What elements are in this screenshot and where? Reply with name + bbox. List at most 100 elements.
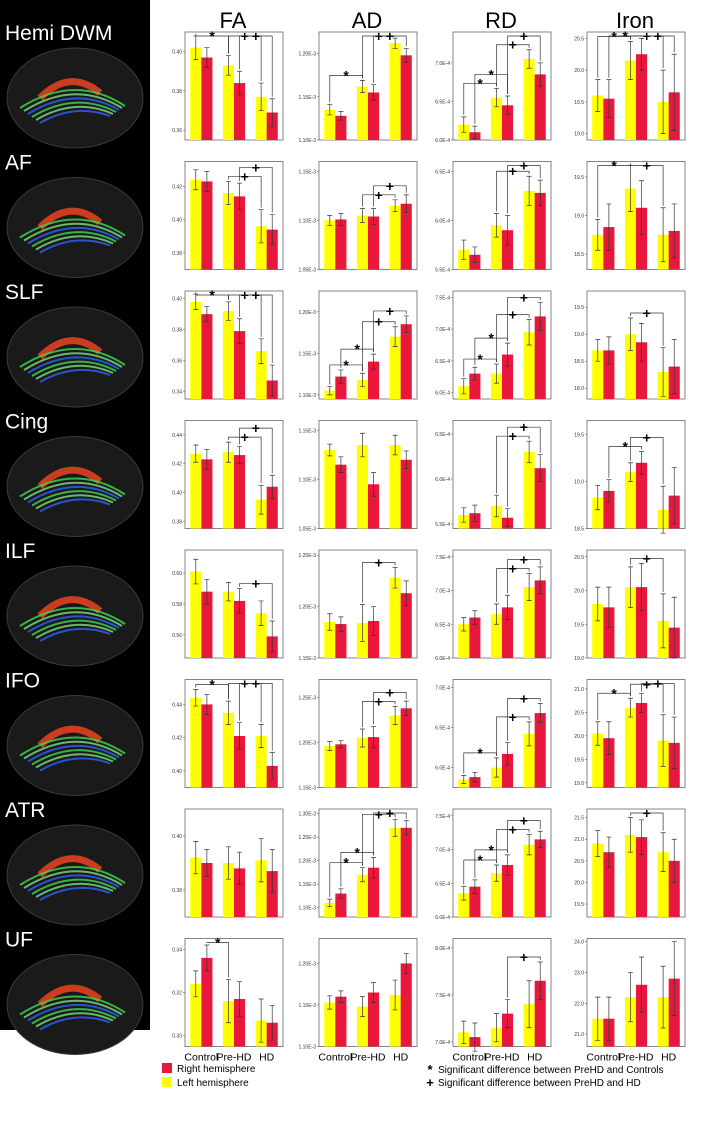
error-bar — [237, 588, 243, 614]
error-bar — [403, 820, 409, 836]
bar — [624, 334, 636, 399]
tract-fibers — [39, 239, 111, 254]
significance-bracket — [507, 820, 541, 853]
bar — [458, 624, 470, 658]
significance-mark: * — [488, 66, 494, 82]
bar — [266, 871, 278, 917]
error-bar — [537, 454, 543, 483]
y-tick-label: 20.0 — [574, 589, 584, 595]
error-bar — [606, 336, 612, 365]
error-bar — [269, 849, 275, 894]
bar — [624, 834, 636, 917]
error-bar — [493, 213, 499, 238]
bar — [490, 873, 502, 917]
tract-fibers — [19, 607, 126, 627]
column-title: AD — [352, 8, 383, 33]
error-bar — [371, 857, 377, 879]
y-tick-label: 18.5 — [574, 252, 584, 258]
error-bar — [537, 566, 543, 595]
tract-fibers — [23, 999, 123, 1019]
significance-mark: + — [252, 676, 260, 692]
tract-fibers — [19, 995, 126, 1016]
error-bar — [204, 849, 210, 877]
error-bar — [461, 378, 467, 395]
error-bar — [193, 841, 199, 875]
tract-fibers — [27, 744, 120, 763]
error-bar — [204, 171, 210, 192]
error-bar — [537, 703, 543, 724]
bar — [534, 580, 546, 658]
error-bar — [505, 742, 511, 766]
bar — [636, 207, 648, 270]
error-bar — [505, 999, 511, 1029]
error-bar — [606, 721, 612, 755]
y-tick-label: 1.25E-3 — [298, 696, 316, 702]
y-tick-label: 0.42 — [172, 736, 182, 742]
bar — [368, 361, 380, 399]
bar — [356, 1006, 368, 1047]
error-bar — [359, 867, 365, 883]
bar — [523, 332, 535, 399]
error-bar — [269, 1005, 275, 1041]
significance-bracket — [239, 294, 273, 364]
y-tick-label: 1.20E-3 — [298, 741, 316, 747]
error-bar — [595, 830, 601, 857]
y-tick-label: 7.5E-4 — [435, 295, 450, 301]
bar — [523, 452, 535, 529]
y-tick-label: 1.15E-3 — [298, 656, 316, 662]
error-bar — [225, 301, 231, 321]
error-bar — [327, 386, 333, 396]
bar — [502, 105, 514, 140]
error-bar — [606, 586, 612, 628]
bar — [389, 336, 401, 399]
error-bar — [472, 504, 478, 522]
y-tick-label: 1.25E-3 — [298, 553, 316, 559]
error-bar — [660, 207, 666, 263]
x-tick-label: HD — [527, 1052, 543, 1064]
bar — [400, 708, 412, 788]
column-title: RD — [485, 8, 517, 33]
error-bar — [537, 62, 543, 87]
significance-mark: * — [611, 29, 617, 45]
bar — [534, 468, 546, 529]
tract-fibers — [27, 226, 120, 245]
error-bar — [237, 182, 243, 211]
y-tick-label: 7.0E-4 — [435, 686, 450, 692]
y-tick-label: 1.15E-3 — [298, 169, 316, 175]
error-bar — [526, 573, 532, 601]
error-bar — [392, 199, 398, 212]
error-bar — [371, 606, 377, 636]
y-tick-label: 24.0 — [574, 940, 584, 946]
bar — [389, 577, 401, 658]
error-bar — [606, 996, 612, 1041]
y-tick-label: 1.20E-3 — [298, 605, 316, 611]
error-bar — [461, 1020, 467, 1045]
error-bar — [461, 775, 467, 784]
bar — [400, 593, 412, 658]
bar — [389, 715, 401, 788]
error-bar — [193, 558, 199, 585]
significance-bracket — [507, 956, 541, 998]
error-bar — [493, 603, 499, 625]
bar — [190, 453, 202, 529]
significance-bracket — [496, 314, 530, 363]
bar — [502, 1013, 514, 1047]
significance-bracket — [630, 558, 664, 592]
bar — [234, 196, 246, 270]
significance-mark: * — [215, 935, 221, 951]
error-bar — [595, 484, 601, 511]
bar — [624, 472, 636, 529]
error-bar — [327, 215, 333, 226]
tract-fibers — [39, 1016, 111, 1031]
error-bar — [660, 714, 666, 767]
y-tick-label: 7.0E-4 — [435, 1040, 450, 1046]
bar — [234, 868, 246, 917]
bar — [534, 192, 546, 270]
significance-bracket — [641, 683, 675, 716]
error-bar — [225, 181, 231, 206]
error-bar — [671, 716, 677, 770]
bar — [190, 301, 202, 399]
bar — [657, 852, 669, 917]
tract-fibers — [19, 736, 126, 757]
